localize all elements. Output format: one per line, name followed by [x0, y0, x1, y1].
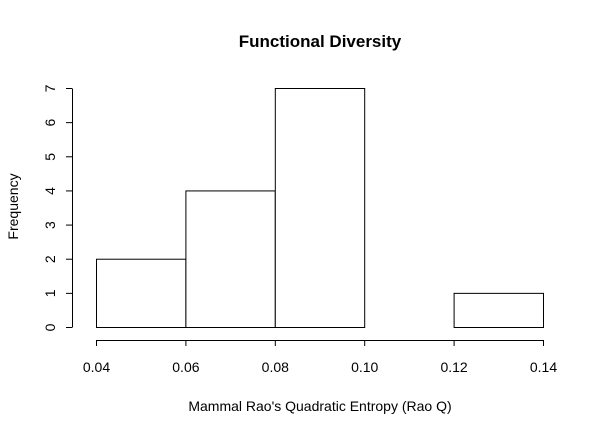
y-axis-label: Frequency	[5, 173, 21, 239]
histogram-bar-2	[274, 88, 366, 328]
x-tick-label-3: 0.10	[351, 359, 378, 375]
y-tick-label-6: 6	[42, 119, 58, 127]
y-tick-label-1: 1	[42, 289, 58, 297]
y-tick-label-0: 0	[42, 323, 58, 331]
chart-title: Functional Diversity	[239, 32, 402, 51]
x-tick-label-5: 0.14	[530, 359, 557, 375]
x-axis: 0.04 0.06 0.08 0.10 0.12 0.14	[83, 340, 557, 375]
bars-group	[96, 88, 545, 329]
y-tick-label-5: 5	[42, 153, 58, 161]
y-axis: 0 1 2 3 4 5 6 7	[42, 84, 73, 331]
y-tick-label-2: 2	[42, 255, 58, 263]
histogram-bar-0	[96, 258, 187, 329]
y-tick-label-4: 4	[42, 187, 58, 195]
x-axis-label: Mammal Rao's Quadratic Entropy (Rao Q)	[188, 398, 451, 414]
y-tick-label-3: 3	[42, 221, 58, 229]
x-tick-label-4: 0.12	[440, 359, 467, 375]
histogram-bar-4	[453, 292, 545, 329]
histogram-bar-1	[185, 190, 276, 328]
x-tick-label-2: 0.08	[262, 359, 289, 375]
x-tick-label-1: 0.06	[172, 359, 199, 375]
y-tick-label-7: 7	[42, 84, 58, 92]
x-tick-label-0: 0.04	[83, 359, 110, 375]
